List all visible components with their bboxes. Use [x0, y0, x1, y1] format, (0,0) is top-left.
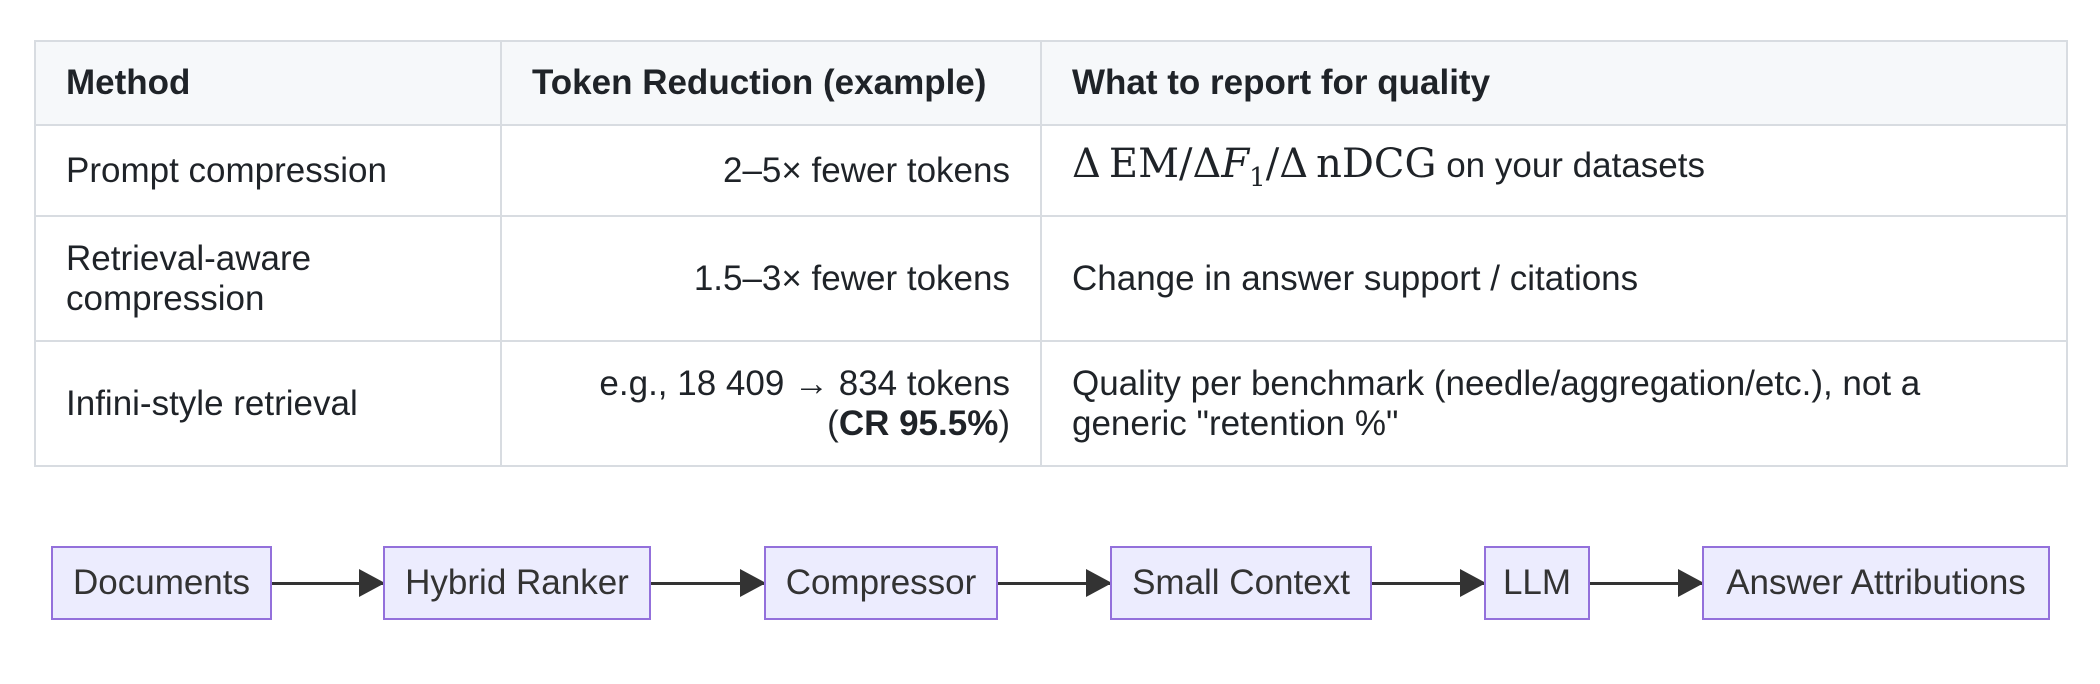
node-answer-attributions: Answer Attributions — [1702, 546, 2050, 620]
header-token-reduction: Token Reduction (example) — [500, 40, 1042, 126]
arrow-connector — [1590, 569, 1704, 597]
header-method: Method — [34, 40, 502, 126]
cell-method: Prompt compression — [34, 124, 502, 217]
node-llm: LLM — [1484, 546, 1590, 620]
comparison-table: Method Token Reduction (example) What to… — [34, 40, 2068, 467]
cell-quality-text: on your datasets — [1446, 145, 1705, 185]
arrow-connector — [998, 569, 1112, 597]
arrow-connector — [651, 569, 766, 597]
cell-reduction: 1.5–3× fewer tokens — [500, 215, 1042, 342]
table-header-row: Method Token Reduction (example) What to… — [34, 40, 2068, 126]
table-row: Prompt compression 2–5× fewer tokens Δ E… — [34, 124, 2068, 217]
node-compressor: Compressor — [764, 546, 998, 620]
arrow-connector — [1372, 569, 1486, 597]
header-quality: What to report for quality — [1040, 40, 2068, 126]
cell-reduction: 2–5× fewer tokens — [500, 124, 1042, 217]
cell-reduction-example: e.g., 18 409 → 834 tokens — [599, 363, 1010, 403]
cell-method: Retrieval-aware compression — [34, 215, 502, 342]
node-hybrid-ranker: Hybrid Ranker — [383, 546, 651, 620]
cell-method: Infini-style retrieval — [34, 340, 502, 467]
compression-ratio: CR 95.5% — [838, 403, 999, 443]
cell-reduction: e.g., 18 409 → 834 tokens (CR 95.5%) — [500, 340, 1042, 467]
cell-quality: Δ EM/ΔF1/Δ nDCG on your datasets — [1040, 124, 2068, 217]
table-row: Infini-style retrieval e.g., 18 409 → 83… — [34, 340, 2068, 467]
delta-metrics-formula: Δ EM/ΔF1/Δ nDCG — [1072, 140, 1437, 193]
node-small-context: Small Context — [1110, 546, 1372, 620]
cell-quality: Quality per benchmark (needle/aggregatio… — [1040, 340, 2068, 467]
node-documents: Documents — [51, 546, 272, 620]
cell-reduction-cr: (CR 95.5%) — [827, 403, 1010, 443]
cell-quality: Change in answer support / citations — [1040, 215, 2068, 342]
table-row: Retrieval-aware compression 1.5–3× fewer… — [34, 215, 2068, 342]
arrow-connector — [272, 569, 385, 597]
